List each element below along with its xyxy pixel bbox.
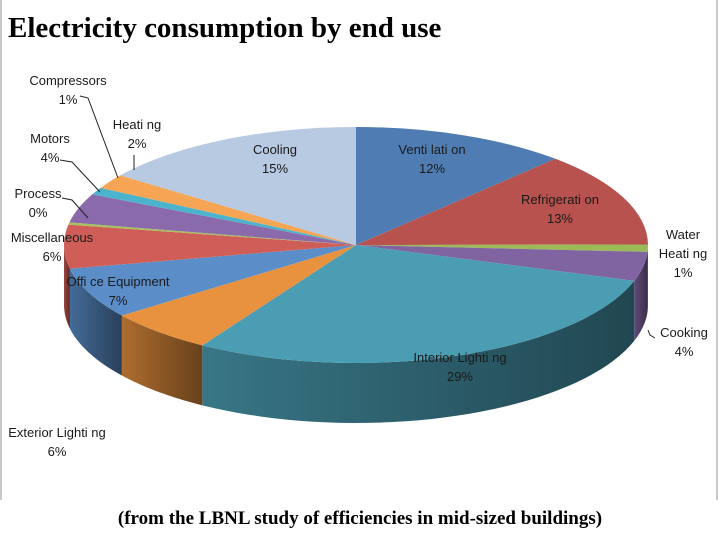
- pie-slice-exterior-lighti-ng: [121, 245, 356, 346]
- slice-label: Water Heati ng 1%: [659, 225, 707, 282]
- slice-name: Interior Lighti ng: [413, 350, 507, 365]
- slice-percent: 13%: [546, 211, 574, 226]
- pie-slice-side: [64, 245, 70, 329]
- leader-line: [647, 329, 656, 339]
- slice-name: Process: [14, 186, 62, 201]
- slice-label: Compressors 1%: [29, 71, 106, 109]
- slice-name: Offi ce Equipment: [66, 274, 170, 289]
- slice-percent: 6%: [47, 444, 67, 459]
- pie-slice-water-heati-ng: [356, 244, 648, 252]
- pie-slice-heati-ng: [100, 175, 356, 245]
- slice-name: Venti lati on: [398, 142, 466, 157]
- slice-label: Refrigerati on 13%: [521, 190, 599, 228]
- pie-slice-miscellaneous: [64, 224, 357, 269]
- slice-percent: 7%: [108, 293, 128, 308]
- slice-percent: 15%: [261, 161, 289, 176]
- slice-label: Offi ce Equipment 7%: [66, 272, 169, 310]
- pie-slice-side: [202, 280, 635, 423]
- slice-label: Venti lati on 12%: [398, 140, 465, 178]
- slice-label: Heati ng 2%: [113, 115, 161, 153]
- pie-slice-motors: [69, 194, 357, 245]
- slice-name: Water Heati ng: [658, 227, 708, 261]
- slice-percent: 2%: [127, 136, 147, 151]
- slice-label: Process 0%: [15, 184, 62, 222]
- pie-slice-side: [69, 268, 122, 376]
- pie-slice-side: [634, 251, 648, 341]
- slice-label: Exterior Lighti ng 6%: [8, 423, 106, 461]
- slice-name: Cooling: [252, 142, 298, 157]
- pie-slice-cooling: [120, 127, 357, 245]
- slice-name: Miscellaneous: [10, 230, 94, 245]
- slice-percent: 4%: [40, 150, 60, 165]
- slice-label: Cooling 15%: [253, 140, 297, 178]
- slice-percent: 12%: [418, 161, 446, 176]
- slice-label: Interior Lighti ng 29%: [413, 348, 506, 386]
- slice-name: Cooking: [660, 325, 708, 340]
- pie-slice-offi-ce-equipment: [69, 245, 356, 316]
- pie-slice-cooking: [356, 245, 648, 281]
- slice-name: Motors: [30, 131, 70, 146]
- pie-slice-side: [121, 315, 203, 406]
- slice-percent: 1%: [58, 92, 78, 107]
- pie-slice-interior-lighti-ng: [202, 245, 635, 363]
- source-caption: (from the LBNL study of efficiencies in …: [117, 508, 603, 529]
- slice-name: Refrigerati on: [520, 192, 600, 207]
- slice-percent: 29%: [446, 369, 474, 384]
- slice-label: Miscellaneous 6%: [11, 228, 93, 266]
- slide-title: Electricity consumption by end use: [8, 12, 442, 44]
- slice-percent: 6%: [42, 249, 62, 264]
- leader-line: [59, 159, 101, 193]
- slice-percent: 0%: [28, 205, 48, 220]
- slice-name: Exterior Lighti ng: [8, 425, 106, 440]
- left-border: [0, 0, 2, 500]
- leader-line: [79, 95, 119, 179]
- slice-percent: 1%: [673, 265, 693, 280]
- leader-line: [61, 197, 89, 219]
- slice-label: Motors 4%: [30, 129, 70, 167]
- pie-slice-process: [68, 222, 356, 245]
- slice-name: Heati ng: [112, 117, 162, 132]
- pie-slice-compressors: [92, 187, 356, 245]
- slice-name: Compressors: [29, 73, 107, 88]
- right-border: [716, 0, 718, 500]
- pie-slice-venti-lati-on: [356, 127, 556, 245]
- slice-label: Cooking 4%: [660, 323, 708, 361]
- pie-slice-refrigerati-on: [356, 158, 648, 245]
- slice-percent: 4%: [674, 344, 694, 359]
